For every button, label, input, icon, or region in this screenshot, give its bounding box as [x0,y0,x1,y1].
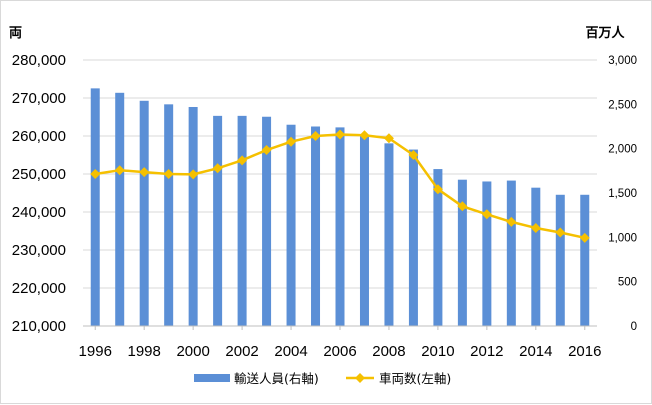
right-tick-label: 0 [631,321,637,333]
x-tick-label: 2000 [176,343,209,360]
legend-bar-swatch [194,374,230,382]
right-tick-label: 2,500 [608,99,637,111]
bar-2016 [580,194,590,326]
bar-2000 [188,106,198,326]
point-2000 [188,169,199,180]
right-tick-label: 3,000 [608,55,637,67]
x-tick-label: 1996 [79,343,112,360]
bar-2007 [359,135,369,326]
bar-2001 [213,115,223,326]
point-2007 [359,130,370,141]
point-2001 [212,163,223,174]
right-tick-label: 2,000 [608,144,637,156]
point-2010 [432,184,443,195]
bar-2012 [482,181,492,326]
bar-1997 [115,92,125,326]
bar-2010 [433,169,443,326]
point-1999 [163,169,174,179]
x-tick-label: 2006 [323,343,356,360]
point-2005 [310,131,321,141]
left-tick-label: 280,000 [12,52,66,69]
bar-2005 [311,126,321,326]
x-tick-label: 1998 [128,343,161,360]
bar-1999 [164,104,174,326]
legend: 輸送人員(右軸) 車両数(左軸) [194,371,451,386]
point-2003 [261,145,272,156]
x-tick-label: 2004 [274,343,307,360]
bar-1998 [139,100,149,326]
x-tick-label: 2016 [568,343,601,360]
bar-2004 [286,124,296,326]
legend-line-label: 車両数(左軸) [379,371,451,386]
x-tick-label: 2012 [470,343,503,360]
bar-2013 [506,180,516,326]
bar-2014 [531,187,541,326]
left-tick-label: 260,000 [12,128,66,145]
bar-2015 [555,194,565,326]
point-1998 [139,167,150,178]
left-tick-label: 240,000 [12,204,66,221]
point-1996 [90,169,101,179]
bar-1996 [90,88,100,326]
x-tick-label: 2010 [421,343,454,360]
right-tick-label: 1,500 [608,188,637,200]
bar-2002 [237,115,247,326]
x-tick-label: 2014 [519,343,552,360]
left-tick-label: 230,000 [12,242,66,259]
point-2002 [237,155,248,166]
bar-2009 [408,149,418,326]
axes: 210,000 220,000 230,000 240,000 250,000 260,0… [12,52,637,360]
legend-bar-label: 輸送人員(右軸) [234,371,319,386]
point-2016 [579,232,590,243]
point-1997 [114,165,125,176]
point-2013 [506,216,517,227]
line-series-vehicles [90,129,590,243]
point-2008 [383,133,394,144]
right-tick-label: 500 [618,277,637,289]
bar-2006 [335,127,345,327]
right-axis-unit: 百万人 [585,25,625,41]
point-2012 [481,209,492,220]
point-2004 [286,136,297,147]
point-2006 [335,129,345,140]
left-tick-label: 270,000 [12,90,66,107]
left-tick-label: 210,000 [12,318,66,335]
x-tick-label: 2008 [372,343,405,360]
left-tick-label: 250,000 [12,166,66,183]
left-tick-label: 220,000 [12,280,66,297]
bar-2011 [457,179,467,326]
x-tick-label: 2002 [225,343,258,360]
point-2009 [408,150,419,160]
left-axis-unit: 両 [9,26,22,41]
right-tick-label: 1,000 [608,232,637,244]
bar-series-ridership [90,88,590,327]
point-2014 [530,222,541,233]
bar-2008 [384,143,394,326]
bar-2003 [262,116,272,326]
point-2011 [457,201,468,212]
point-2015 [555,227,566,238]
legend-line-marker [355,373,365,383]
